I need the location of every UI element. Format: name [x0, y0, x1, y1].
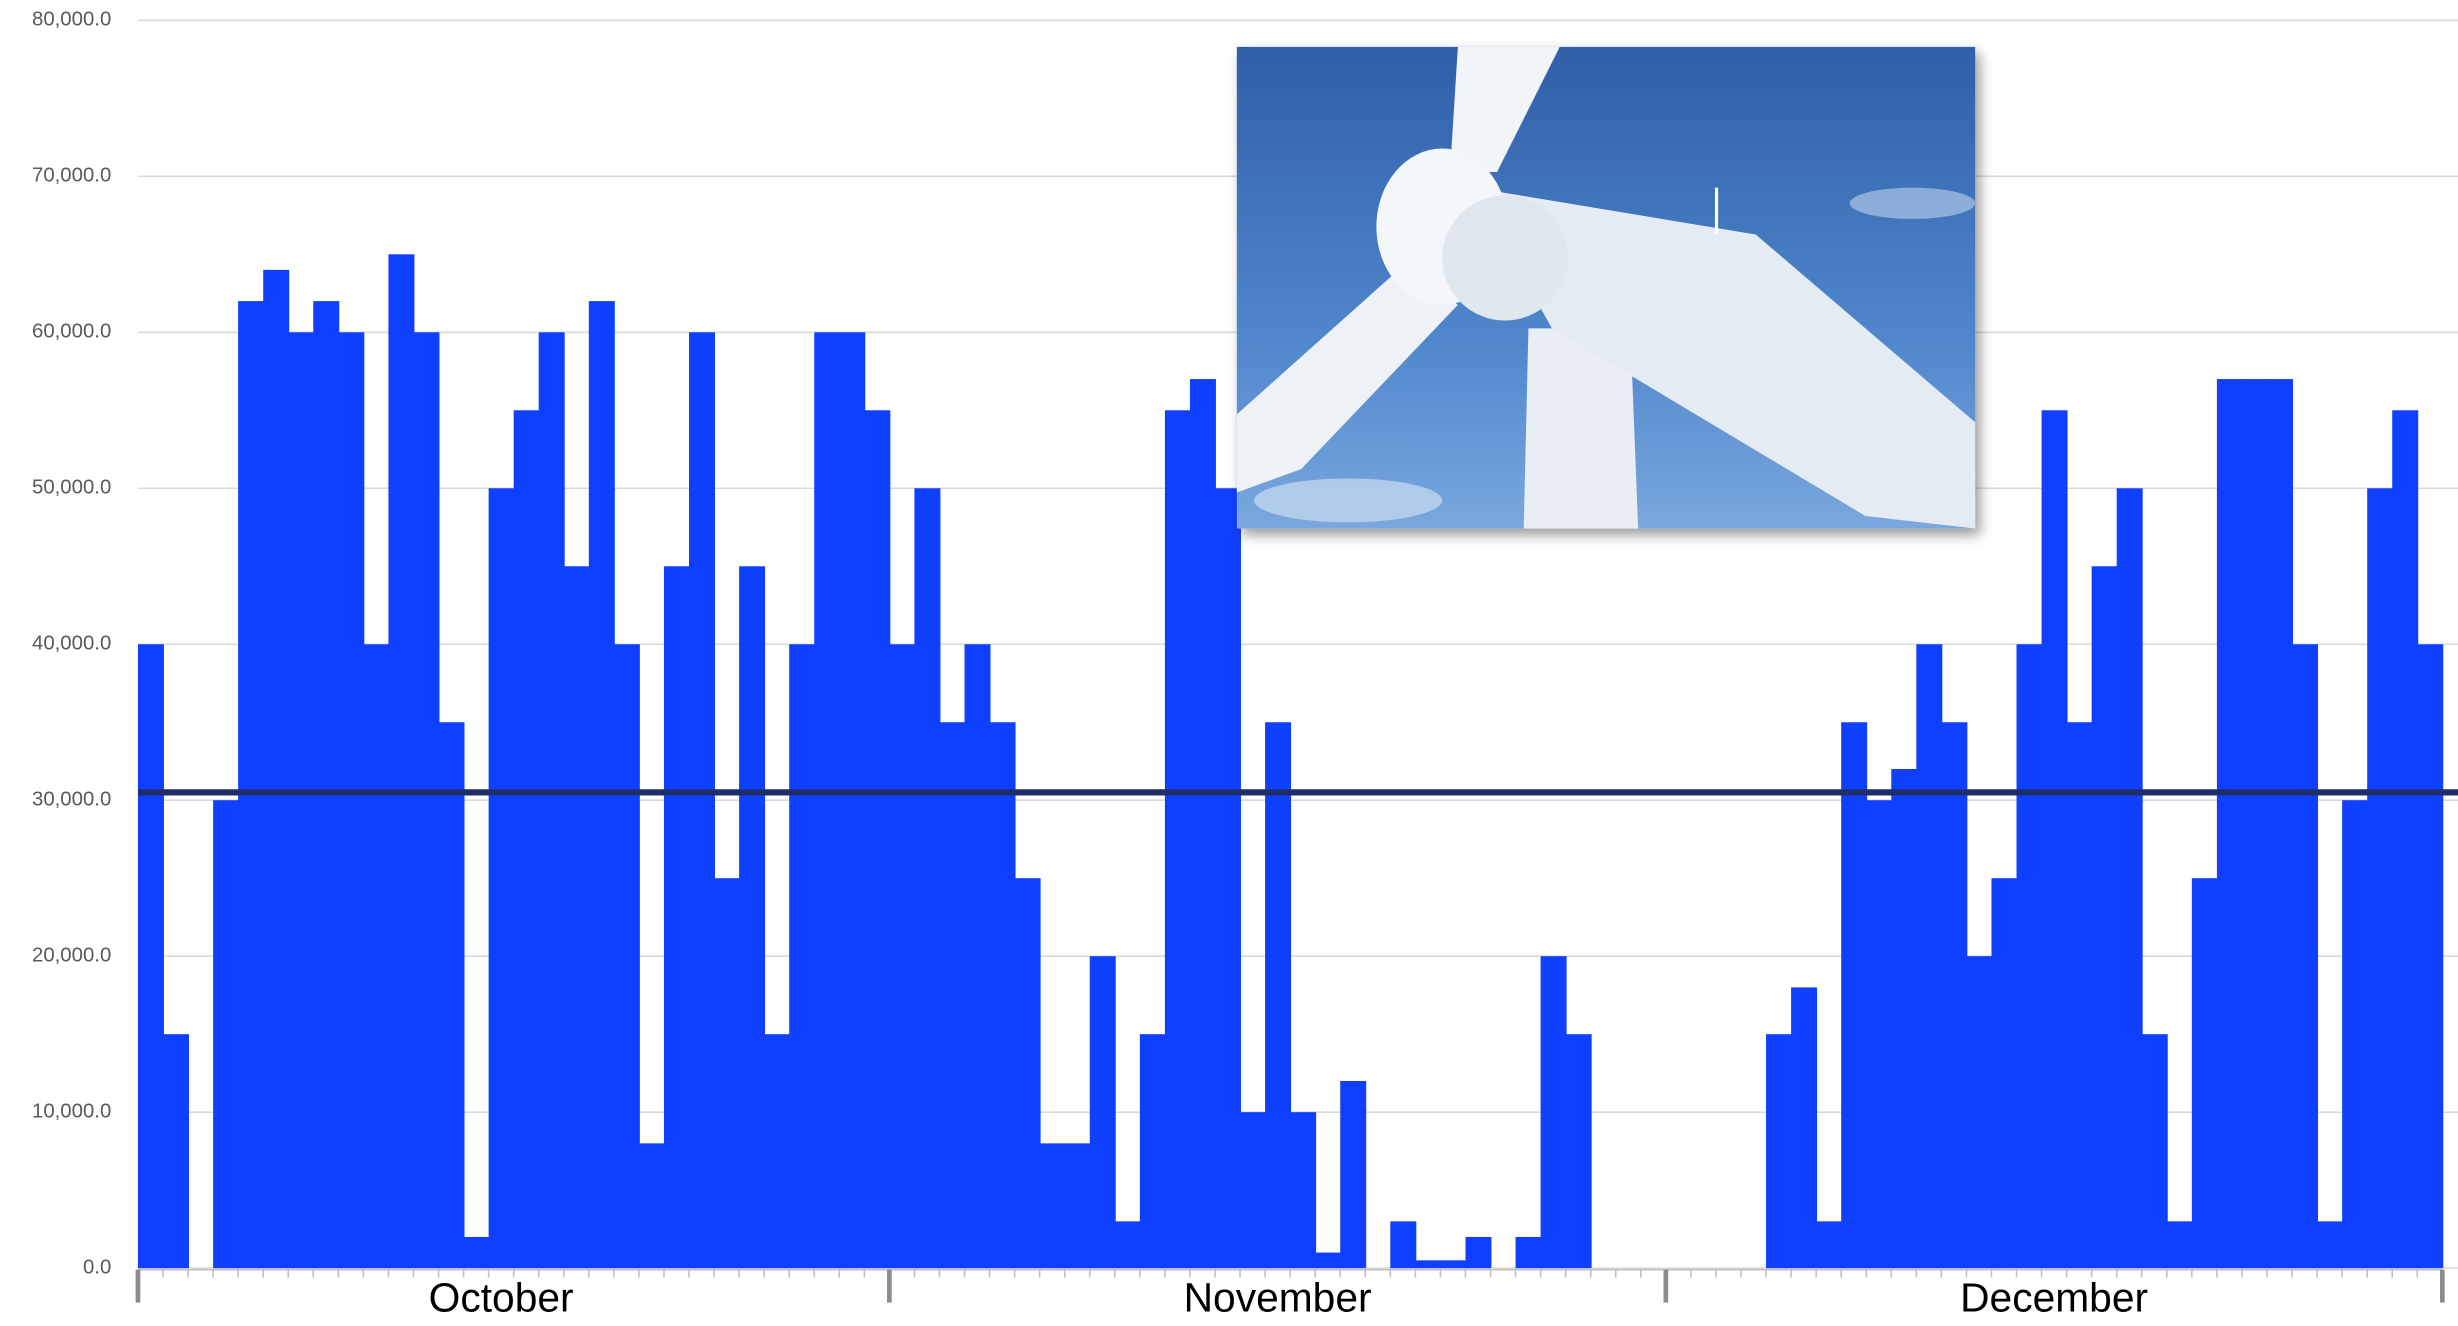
bar	[2342, 800, 2369, 1269]
bar	[1315, 1252, 1342, 1269]
bar	[1991, 878, 2018, 1269]
bar	[588, 301, 615, 1269]
bar	[2317, 1221, 2344, 1269]
bar	[1114, 1221, 1141, 1269]
bar	[338, 332, 365, 1269]
bar	[263, 269, 290, 1269]
bar	[162, 1034, 189, 1269]
bar	[1565, 1034, 1592, 1269]
bar	[814, 332, 841, 1269]
bar	[2016, 644, 2043, 1269]
bar	[1440, 1260, 1467, 1269]
y-tick-label: 0.0	[83, 1257, 111, 1279]
bar	[2041, 410, 2068, 1269]
bar	[2166, 1221, 2193, 1269]
bar	[914, 488, 941, 1269]
bar	[964, 644, 991, 1269]
plot-area: 0.0 10,000.0 20,000.0 30,000.0 40,000.0 50,00…	[32, 9, 2458, 1321]
bar	[1064, 1143, 1091, 1269]
bar	[1941, 722, 1968, 1269]
bar	[213, 800, 240, 1269]
bar	[1766, 1034, 1793, 1269]
bar	[638, 1143, 665, 1269]
bar	[839, 332, 866, 1269]
bar	[2141, 1034, 2168, 1269]
bar	[663, 566, 690, 1269]
bar	[2392, 410, 2419, 1269]
bar	[1039, 1143, 1066, 1269]
bar	[438, 722, 465, 1269]
bar	[2116, 488, 2143, 1269]
bar	[789, 644, 816, 1269]
bar	[1415, 1260, 1442, 1269]
bar	[739, 566, 766, 1269]
bar	[2367, 488, 2394, 1269]
bar	[488, 488, 515, 1269]
y-tick-label: 10,000.0	[32, 1101, 111, 1123]
bar	[137, 644, 164, 1269]
inset-photo	[1236, 46, 1976, 529]
bar	[1515, 1236, 1542, 1269]
bar	[463, 1236, 490, 1269]
bar	[1841, 722, 1868, 1269]
bar	[688, 332, 715, 1269]
bar	[2241, 379, 2268, 1269]
bar	[1390, 1221, 1417, 1269]
bar	[1966, 956, 1993, 1269]
bar	[1014, 878, 1041, 1269]
bar	[764, 1034, 791, 1269]
bar	[538, 332, 565, 1269]
bar	[1189, 379, 1216, 1269]
bar	[2066, 722, 2093, 1269]
bar	[1290, 1112, 1317, 1269]
bar	[1916, 644, 1943, 1269]
bar	[1791, 987, 1818, 1269]
bar	[1816, 1221, 1843, 1269]
bar	[2191, 878, 2218, 1269]
bar	[1340, 1080, 1367, 1269]
bar	[363, 644, 390, 1269]
bar	[2266, 379, 2293, 1269]
bar	[2292, 644, 2319, 1269]
bar	[2091, 566, 2118, 1269]
bar	[1139, 1034, 1166, 1269]
x-tick-label: December	[1960, 1275, 2148, 1321]
bar	[2216, 379, 2243, 1269]
y-tick-label: 50,000.0	[32, 477, 111, 499]
x-tick-label: October	[429, 1275, 574, 1321]
bar	[238, 301, 265, 1269]
bar	[1265, 722, 1292, 1269]
bar	[889, 644, 916, 1269]
bar	[313, 301, 340, 1269]
x-tick-label: November	[1184, 1275, 1372, 1321]
bar	[1089, 956, 1116, 1269]
y-tick-label: 60,000.0	[32, 321, 111, 343]
bar	[613, 644, 640, 1269]
y-tick-label: 70,000.0	[32, 165, 111, 187]
bar	[288, 332, 315, 1269]
bar	[864, 410, 891, 1269]
bar	[714, 878, 741, 1269]
bar	[388, 254, 415, 1269]
bar	[2417, 644, 2444, 1269]
bar	[563, 566, 590, 1269]
y-tick-label: 40,000.0	[32, 633, 111, 655]
y-tick-label: 80,000.0	[32, 9, 111, 31]
bar	[1214, 488, 1241, 1269]
bar	[513, 410, 540, 1269]
bar	[1240, 1112, 1267, 1269]
bar	[1891, 769, 1918, 1269]
bar	[1866, 800, 1893, 1269]
y-tick-label: 20,000.0	[32, 945, 111, 967]
bar	[989, 722, 1016, 1269]
bar	[939, 722, 966, 1269]
bar	[1540, 956, 1567, 1269]
y-tick-label: 30,000.0	[32, 789, 111, 811]
bar	[1164, 410, 1191, 1269]
bar	[413, 332, 440, 1269]
bar	[1465, 1236, 1492, 1269]
